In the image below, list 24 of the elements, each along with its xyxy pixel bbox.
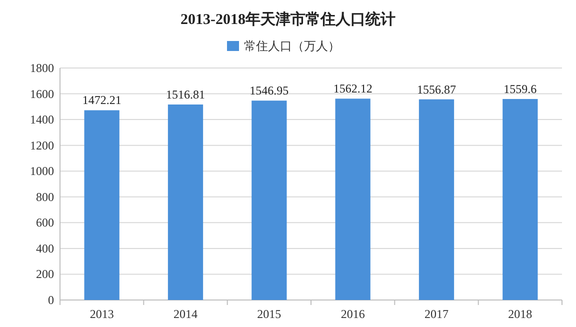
data-label: 1546.95 [250,84,289,98]
y-tick-label: 1200 [30,138,54,152]
legend-label: 常住人口（万人） [244,39,340,53]
chart-title: 2013-2018年天津市常住人口统计 [180,10,396,28]
y-tick-label: 1600 [30,86,54,101]
data-label: 1516.81 [166,88,205,102]
y-tick-label: 1800 [30,61,54,75]
data-label: 1559.6 [504,82,537,96]
x-tick-label: 2017 [424,307,448,321]
y-tick-label: 0 [48,293,54,307]
x-tick-label: 2014 [174,307,198,321]
y-tick-label: 400 [36,241,54,256]
x-tick-label: 2015 [257,307,282,321]
data-label: 1562.12 [333,82,372,96]
x-tick-label: 2018 [508,307,532,321]
y-tick-label: 600 [36,216,54,230]
y-tick-label: 1000 [30,164,54,178]
y-tick-label: 800 [36,190,54,204]
y-tick-label: 200 [36,267,54,282]
y-tick-label: 1400 [30,112,54,127]
data-label: 1556.87 [417,82,456,96]
data-label: 1472.21 [82,93,122,108]
x-tick-label: 2016 [340,307,365,321]
x-tick-label: 2013 [90,307,114,321]
